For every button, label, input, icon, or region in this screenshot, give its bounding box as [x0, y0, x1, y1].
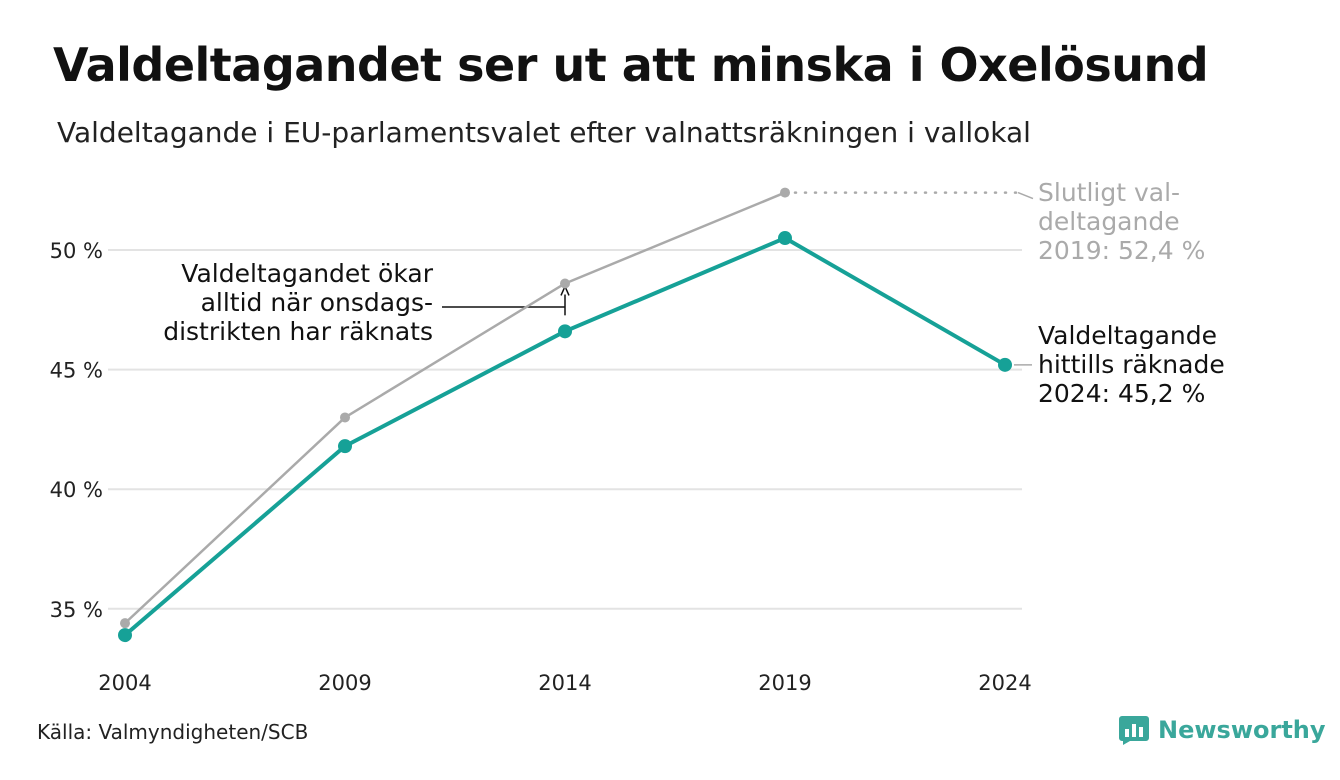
final-value-label: 2019: 52,4 % [1038, 236, 1205, 265]
current-value-label: 2024: 45,2 % [1038, 379, 1205, 408]
brand-name: Newsworthy [1158, 716, 1326, 744]
series-line-final [124, 191, 786, 625]
source-note: Källa: Valmyndigheten/SCB [37, 720, 309, 744]
newsworthy-logo-icon [1119, 716, 1149, 745]
x-tick-label: 2019 [758, 671, 811, 695]
data-point-current [338, 439, 352, 454]
data-point-current [998, 357, 1012, 372]
data-point-current [118, 628, 132, 643]
note-label: Valdeltagandet ökar [181, 259, 433, 288]
data-point-current [778, 231, 792, 246]
chart-subtitle: Valdeltagande i EU-parlamentsvalet efter… [57, 116, 1031, 149]
data-point-final [340, 412, 350, 423]
y-tick-label: 35 % [50, 598, 103, 622]
data-point-current [558, 324, 572, 339]
x-tick-label: 2009 [318, 671, 371, 695]
final-value-leader-tick [1017, 191, 1034, 200]
current-value-label: Valdeltagande [1038, 321, 1217, 350]
final-value-label: deltagande [1038, 207, 1180, 236]
data-point-final [560, 278, 570, 289]
note-label: distrikten har räknats [163, 317, 433, 346]
x-tick-label: 2014 [538, 671, 591, 695]
y-tick-label: 50 % [50, 239, 103, 263]
note-label: alltid när onsdags- [201, 288, 433, 317]
y-tick-label: 40 % [50, 478, 103, 502]
x-tick-label: 2004 [98, 671, 151, 695]
final-value-label: Slutligt val- [1038, 178, 1180, 207]
current-value-label: hittills räknade [1038, 350, 1225, 379]
data-point-final [120, 618, 130, 629]
chart-title: Valdeltagandet ser ut att minska i Oxelö… [53, 38, 1209, 92]
y-tick-label: 45 % [50, 359, 103, 383]
data-point-final [780, 187, 790, 198]
x-tick-label: 2024 [978, 671, 1031, 695]
brand: Newsworthy [1118, 714, 1326, 746]
